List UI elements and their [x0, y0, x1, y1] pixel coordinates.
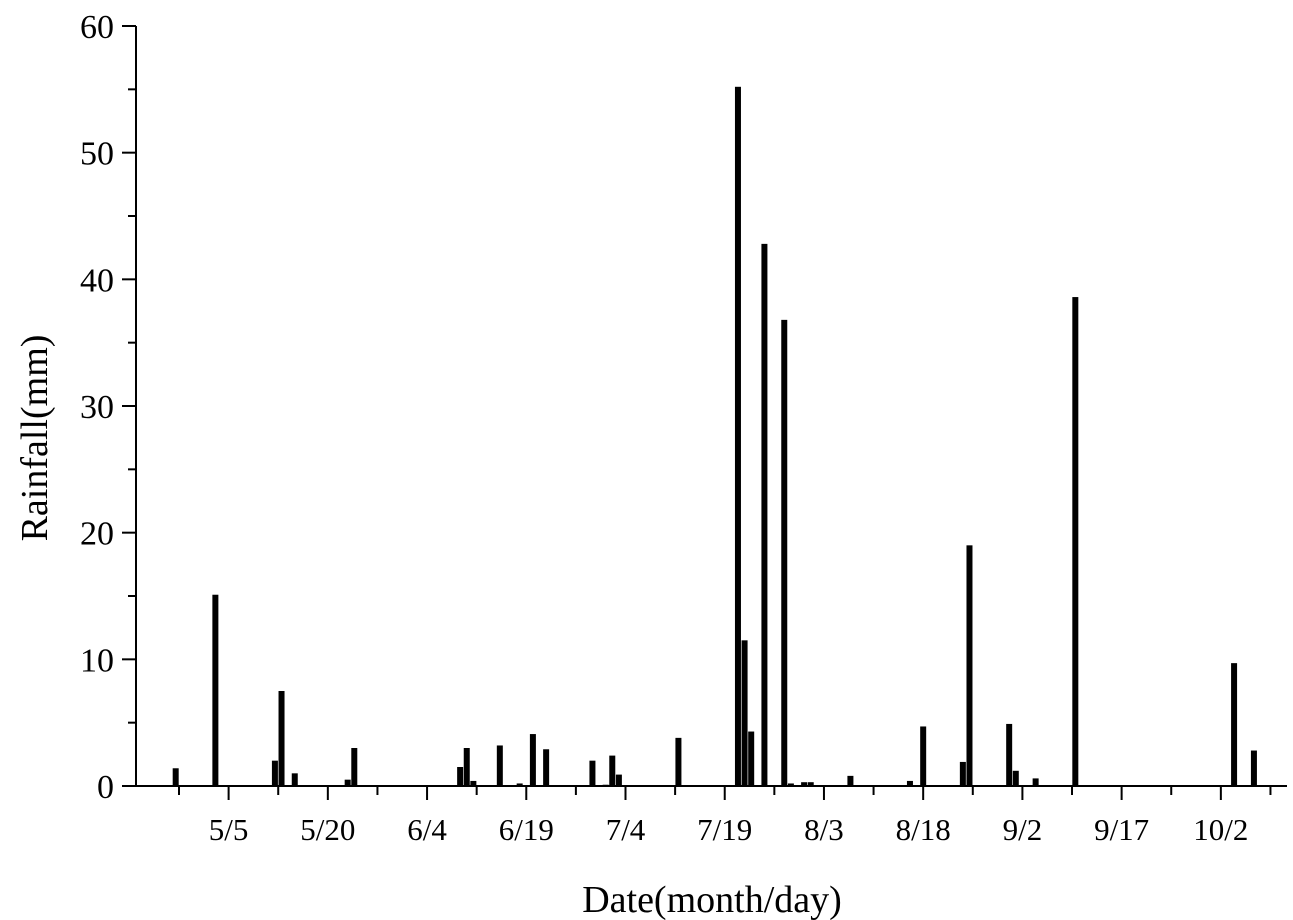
rainfall-bar [271, 760, 278, 786]
rainfall-bar [807, 782, 814, 786]
rainfall-bar [1250, 750, 1257, 786]
rainfall-bar [959, 761, 966, 786]
rainfall-bar [516, 783, 523, 786]
x-tick-label: 6/19 [499, 812, 554, 847]
x-tick-label: 7/19 [697, 812, 752, 847]
x-tick-label: 9/17 [1094, 812, 1149, 847]
rainfall-bar [781, 319, 788, 786]
rainfall-bar [496, 745, 503, 786]
rainfall-bar [741, 640, 748, 786]
rainfall-bar [351, 748, 358, 786]
y-tick-label: 40 [80, 262, 114, 299]
rainfall-bar [734, 86, 741, 787]
rainfall-bar [1231, 663, 1238, 786]
rainfall-bar [463, 748, 470, 786]
rainfall-bar [291, 773, 298, 786]
x-tick-label: 10/2 [1193, 812, 1248, 847]
rainfall-bar [543, 749, 550, 786]
x-tick-label: 5/20 [300, 812, 355, 847]
y-tick-label: 20 [80, 516, 114, 553]
y-axis-title: Rainfall(mm) [14, 335, 56, 542]
rainfall-bar [801, 782, 808, 786]
y-tick-label: 50 [80, 136, 114, 173]
y-axis: 0 10 20 30 40 50 60 [80, 9, 137, 806]
rainfall-bar [906, 780, 913, 786]
rainfall-bar [847, 775, 854, 786]
rainfall-bar [344, 779, 351, 786]
rainfall-bar [1032, 778, 1039, 786]
rainfall-bar [529, 734, 536, 786]
x-axis-title: Date(month/day) [582, 879, 842, 920]
rainfall-bar [609, 755, 616, 786]
y-tick-label: 10 [80, 642, 114, 679]
y-tick-label: 30 [80, 389, 114, 426]
x-tick-label: 5/5 [209, 812, 249, 847]
y-tick-label: 0 [97, 769, 114, 806]
x-tick-label: 7/4 [606, 812, 646, 847]
rainfall-bar [278, 691, 285, 786]
rainfall-bar [589, 760, 596, 786]
x-tick-label: 8/3 [804, 812, 844, 847]
rainfall-bar [920, 726, 927, 786]
rainfall-bar [457, 767, 464, 786]
x-axis: 5/5 5/20 6/4 6/19 7/4 7/19 8/3 8/18 9/2 9/17 10/2 [136, 785, 1287, 847]
rainfall-bar [966, 545, 973, 786]
bars-group [172, 86, 1257, 787]
rainfall-bar [470, 780, 477, 786]
rainfall-bar [787, 783, 794, 786]
rainfall-bar [1012, 770, 1019, 786]
rainfall-bar [761, 243, 768, 786]
rainfall-bar [675, 737, 682, 786]
rainfall-bar [212, 594, 219, 786]
x-tick-label: 9/2 [1003, 812, 1043, 847]
rainfall-bar [1006, 723, 1013, 786]
y-tick-label: 60 [80, 9, 114, 46]
rainfall-bar [172, 768, 179, 786]
rainfall-bar [615, 774, 622, 786]
x-tick-label: 8/18 [896, 812, 951, 847]
x-tick-label: 6/4 [407, 812, 447, 847]
rainfall-bar [1072, 297, 1079, 786]
rainfall-bar [748, 731, 755, 786]
